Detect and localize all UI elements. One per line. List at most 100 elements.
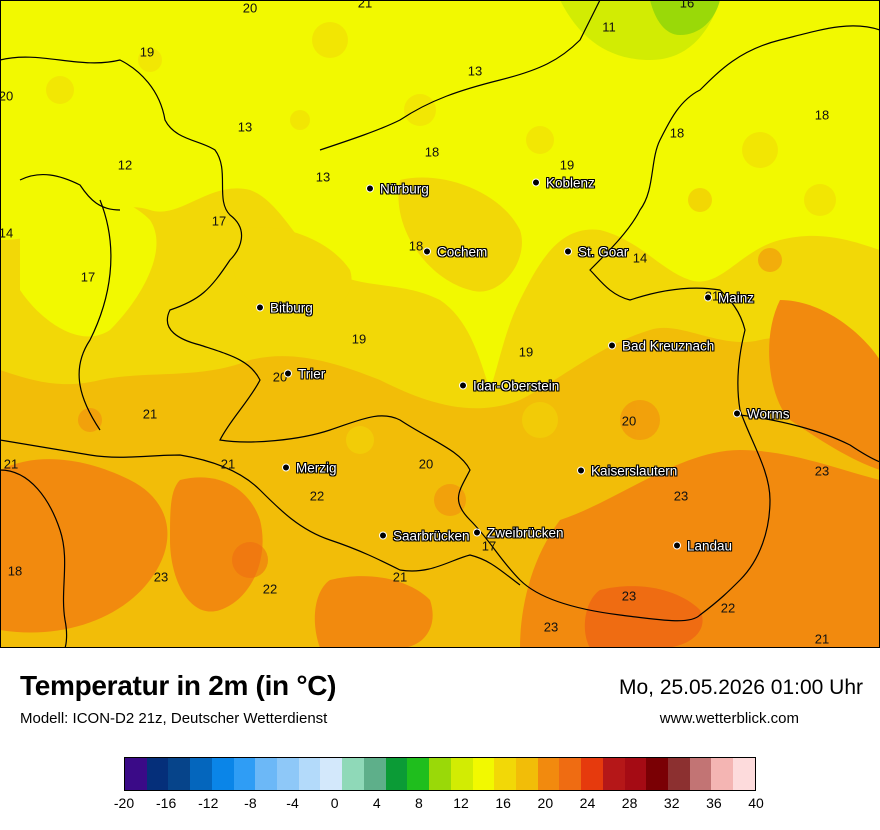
city-marker [284, 369, 292, 378]
city-label-mainz: Mainz [704, 291, 754, 306]
legend-swatch [168, 758, 191, 790]
legend-tick-label: 16 [495, 795, 511, 811]
zone-eifel-patch [232, 227, 352, 322]
value-label: 19 [559, 157, 575, 173]
value-label: 18 [669, 125, 685, 141]
map-texture [46, 22, 836, 578]
value-label: 16 [679, 0, 695, 11]
legend-swatch [537, 758, 560, 790]
city-label-st-goar: St. Goar [564, 245, 628, 260]
value-label: 21 [814, 631, 830, 647]
legend-swatch [515, 758, 538, 790]
value-label: 17 [80, 269, 96, 285]
city-name: Idar-Oberstein [473, 378, 560, 394]
value-label: 20 [242, 0, 258, 16]
value-label: 18 [424, 144, 440, 160]
value-label: 22 [309, 488, 325, 504]
map-title: Temperatur in 2m (in °C) [20, 670, 337, 701]
legend-swatch [472, 758, 495, 790]
legend-swatch [211, 758, 234, 790]
city-name: Landau [687, 538, 733, 554]
legend-swatch [581, 758, 603, 790]
city-label-kaiserslautern: Kaiserslautern [577, 464, 677, 479]
legend-tick-label: 8 [415, 795, 423, 811]
city-name: Saarbrücken [393, 528, 470, 544]
zone-23-25 [584, 586, 703, 648]
value-label: 23 [543, 619, 559, 635]
value-label: 19 [518, 344, 534, 360]
value-label: 18 [408, 238, 424, 254]
value-label: 18 [7, 563, 23, 579]
value-label: 22 [720, 600, 736, 616]
legend-swatch [646, 758, 668, 790]
value-label: 11 [602, 19, 616, 35]
legend-swatch [624, 758, 647, 790]
city-name: Bitburg [270, 300, 313, 316]
value-label: 19 [351, 331, 367, 347]
value-label: 19 [139, 44, 155, 60]
legend-swatch [733, 758, 755, 790]
city-name: Koblenz [546, 175, 595, 191]
legend-swatch [711, 758, 734, 790]
city-name: St. Goar [578, 244, 629, 260]
city-name: Zweibrücken [487, 525, 564, 541]
color-scale-legend [124, 757, 756, 791]
legend-swatch [125, 758, 147, 790]
temperature-map: 20 21 16 19 11 20 13 13 18 18 12 18 13 1… [0, 0, 880, 648]
city-name: Cochem [437, 244, 488, 260]
legend-swatch [667, 758, 690, 790]
city-name: Trier [298, 366, 326, 382]
city-label-cochem: Cochem [423, 245, 487, 260]
value-label: 20 [621, 413, 637, 429]
legend-swatch [298, 758, 321, 790]
value-label: 12 [117, 157, 133, 173]
legend-swatch [190, 758, 212, 790]
city-name: Merzig [296, 460, 337, 476]
value-label: 20 [418, 456, 434, 472]
city-label-bitburg: Bitburg [256, 301, 313, 316]
zone-21-23-southwest [0, 459, 168, 633]
legend-swatch [255, 758, 278, 790]
city-marker [379, 531, 387, 540]
city-label-trier: Trier [284, 367, 325, 382]
city-marker [733, 409, 741, 418]
city-name: Mainz [718, 290, 755, 306]
city-marker [704, 293, 712, 302]
value-label: 17 [481, 538, 497, 554]
legend-tick-label: 12 [453, 795, 469, 811]
legend-tick-label: 4 [372, 795, 381, 811]
forecast-datetime: Mo, 25.05.2026 01:00 Uhr [618, 676, 863, 699]
website-link[interactable]: www.wetterblick.com [659, 710, 799, 727]
city-marker [577, 466, 585, 475]
city-marker [564, 247, 572, 256]
city-label-koblenz: Koblenz [532, 176, 595, 191]
value-label: 21 [392, 569, 408, 585]
value-label: 18 [814, 107, 830, 123]
zone-21-23-south [314, 576, 433, 648]
legend-tick-label: 40 [748, 795, 764, 811]
value-label: 23 [621, 588, 637, 604]
value-label: 21 [142, 406, 158, 422]
zone-green-core [650, 0, 720, 35]
legend-tick-label: 28 [621, 795, 638, 811]
city-marker [532, 178, 540, 187]
value-label: 13 [315, 169, 331, 185]
legend-swatch [320, 758, 343, 790]
zone-west-lobe [20, 189, 157, 337]
legend-swatch [385, 758, 408, 790]
city-name: Kaiserslautern [591, 463, 678, 479]
legend-tick-label: -4 [286, 795, 299, 811]
city-marker [473, 528, 481, 537]
legend-tick-label: 0 [330, 795, 339, 811]
legend-tick-label: 20 [537, 795, 554, 811]
city-label-worms: Worms [733, 407, 790, 422]
value-label: 22 [262, 581, 278, 597]
legend-swatch [146, 758, 169, 790]
value-label: 23 [814, 463, 830, 479]
legend-swatch [602, 758, 625, 790]
legend-tick-label: -12 [198, 795, 219, 811]
value-label: 14 [0, 225, 14, 241]
city-name: Bad Kreuznach [622, 338, 715, 354]
legend-swatch [689, 758, 712, 790]
city-marker [423, 247, 431, 256]
